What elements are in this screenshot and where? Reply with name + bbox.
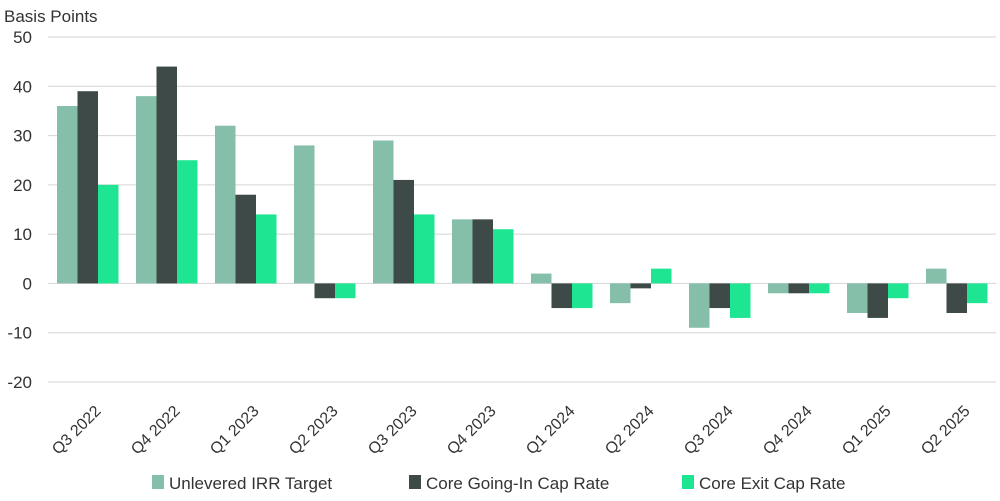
y-tick-label: 0 [23, 274, 32, 293]
y-tick-label: 50 [13, 28, 32, 47]
bar [294, 145, 315, 284]
bar [551, 283, 572, 309]
legend-label: Unlevered IRR Target [169, 474, 332, 493]
x-tick-label: Q2 2024 [602, 403, 657, 458]
y-tick-label: 40 [13, 77, 32, 96]
bar [867, 283, 888, 318]
x-tick-label: Q4 2022 [128, 403, 183, 458]
y-axis-title: Basis Points [4, 7, 98, 26]
bar [414, 214, 435, 284]
x-tick-label: Q1 2023 [207, 403, 262, 458]
y-tick-label: 10 [13, 225, 32, 244]
bar [572, 283, 593, 309]
bar [235, 194, 256, 284]
bar [98, 184, 119, 284]
bar [452, 219, 473, 284]
x-tick-label: Q3 2023 [365, 403, 420, 458]
legend: Unlevered IRR Target Core Going-In Cap Ra… [152, 474, 845, 493]
bar [531, 273, 552, 284]
bar [373, 140, 394, 284]
bar [215, 125, 236, 284]
bar [136, 96, 157, 284]
legend-swatch [682, 475, 694, 489]
x-tick-label: Q1 2025 [839, 403, 894, 458]
bar [493, 229, 514, 284]
y-tick-label: -10 [7, 324, 32, 343]
bar [730, 283, 751, 318]
y-tick-label: 30 [13, 127, 32, 146]
x-tick-label: Q4 2024 [760, 403, 815, 458]
bar [709, 283, 730, 309]
x-tick-label: Q2 2023 [286, 403, 341, 458]
bar [768, 283, 789, 294]
y-axis-ticks: 50 40 30 20 10 0 -10 -20 [7, 28, 32, 392]
x-tick-label: Q3 2022 [49, 403, 104, 458]
x-tick-label: Q4 2023 [444, 403, 499, 458]
bar [610, 283, 631, 304]
bar [256, 214, 277, 284]
bars [57, 66, 988, 328]
bar [926, 268, 947, 284]
bar [77, 91, 98, 284]
legend-swatch [409, 475, 421, 489]
bar [57, 106, 78, 284]
x-tick-label: Q3 2024 [681, 403, 736, 458]
gridlines [48, 36, 996, 383]
y-tick-label: -20 [7, 373, 32, 392]
x-axis-labels: Q3 2022 Q4 2022 Q1 2023 Q2 2023 Q3 2023 Q4 20… [49, 403, 973, 458]
bar [156, 66, 177, 284]
bar [177, 160, 198, 284]
legend-label: Core Going-In Cap Rate [426, 474, 609, 493]
bar [335, 283, 356, 299]
bar [809, 283, 830, 294]
bar [946, 283, 967, 313]
bar [788, 283, 809, 294]
y-tick-label: 20 [13, 176, 32, 195]
bar [630, 283, 651, 289]
bar [314, 283, 335, 299]
legend-label: Core Exit Cap Rate [699, 474, 845, 493]
bar [393, 179, 414, 284]
legend-swatch [152, 475, 164, 489]
bar [888, 283, 909, 299]
bar [689, 283, 710, 328]
bar [651, 268, 672, 284]
x-tick-label: Q2 2025 [918, 403, 973, 458]
bar [967, 283, 988, 304]
bar [472, 219, 493, 284]
bar [847, 283, 868, 313]
x-tick-label: Q1 2024 [523, 403, 578, 458]
